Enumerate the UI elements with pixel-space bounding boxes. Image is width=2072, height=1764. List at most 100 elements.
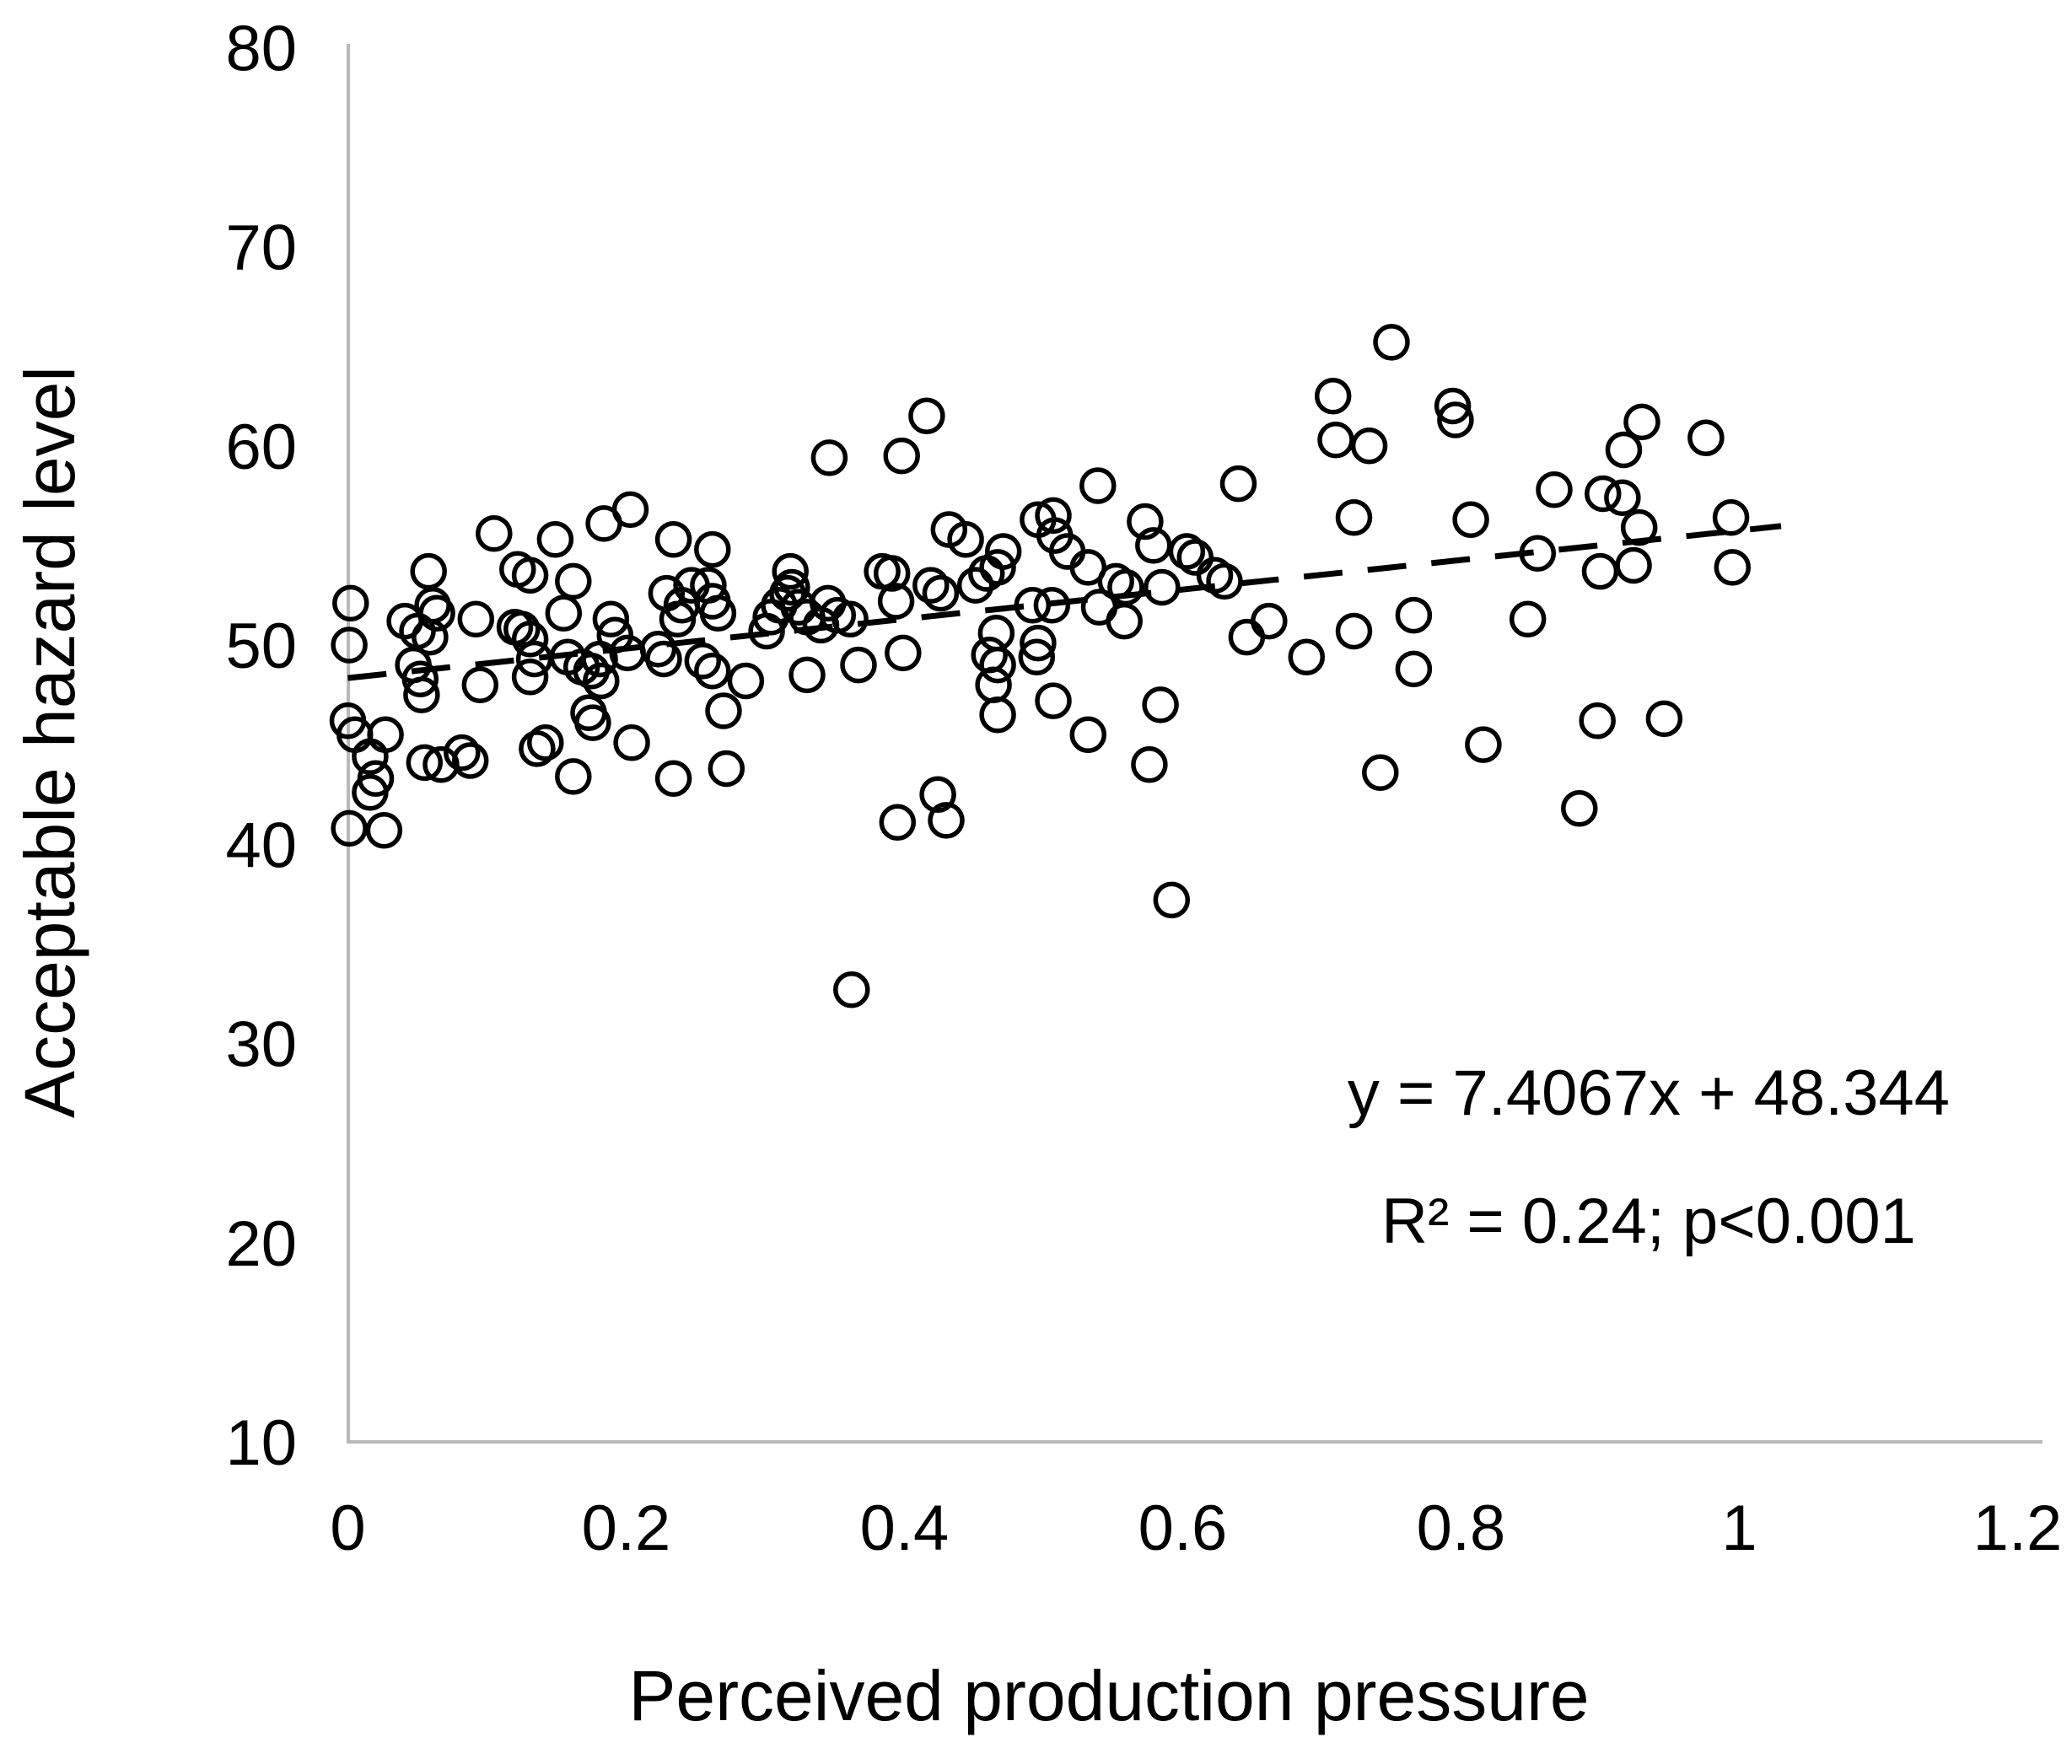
- data-point: [1142, 686, 1179, 723]
- data-point: [555, 758, 592, 795]
- data-point: [511, 557, 549, 594]
- data-point: [694, 652, 731, 690]
- data-point: [1228, 618, 1266, 656]
- data-point: [1014, 587, 1052, 624]
- data-point: [611, 491, 649, 529]
- data-point: [1373, 324, 1410, 361]
- data-point: [727, 662, 765, 700]
- data-point: [457, 600, 495, 638]
- data-point: [1251, 602, 1288, 640]
- x-tick-label: 0.4: [860, 1492, 950, 1564]
- data-point: [1581, 552, 1619, 590]
- data-point: [885, 634, 922, 672]
- data-point: [1317, 421, 1354, 459]
- data-point: [1623, 403, 1660, 441]
- data-point: [840, 646, 877, 684]
- data-point: [708, 750, 745, 788]
- data-point: [877, 583, 915, 620]
- data-point: [1362, 754, 1399, 791]
- data-point: [659, 600, 697, 638]
- data-point: [1106, 602, 1143, 640]
- data-point: [365, 811, 403, 849]
- x-tick-label: 1: [1721, 1492, 1757, 1564]
- data-point: [1645, 700, 1683, 738]
- data-point: [395, 646, 432, 684]
- data-point: [1452, 501, 1489, 538]
- data-point: [1536, 471, 1573, 508]
- data-point: [748, 612, 785, 650]
- data-point: [1434, 387, 1472, 425]
- data-point: [1288, 638, 1326, 675]
- data-point: [912, 567, 950, 604]
- data-point: [1035, 682, 1072, 719]
- y-tick-label: 70: [225, 212, 297, 284]
- y-tick-label: 20: [225, 1208, 297, 1280]
- data-point: [367, 716, 404, 754]
- data-point: [1135, 527, 1172, 564]
- data-point: [1687, 419, 1725, 457]
- data-point: [412, 618, 449, 656]
- data-point: [1509, 600, 1547, 638]
- data-point: [1020, 624, 1057, 662]
- data-point: [451, 742, 489, 779]
- data-point: [1395, 596, 1433, 634]
- data-point: [527, 724, 564, 761]
- data-points: [329, 324, 1752, 1008]
- data-point: [654, 760, 692, 798]
- data-point: [699, 594, 737, 632]
- data-point: [919, 776, 956, 813]
- data-point: [883, 437, 920, 475]
- data-point: [503, 610, 541, 648]
- data-point: [1335, 612, 1373, 650]
- data-point: [1035, 497, 1072, 535]
- data-point: [1605, 431, 1643, 469]
- data-point: [975, 666, 1012, 704]
- data-point: [444, 734, 481, 772]
- data-point: [984, 533, 1022, 570]
- y-tick-label: 60: [225, 411, 297, 483]
- data-point: [928, 802, 965, 839]
- data-point: [545, 594, 583, 632]
- data-point: [705, 692, 742, 729]
- y-tick-label: 10: [225, 1407, 297, 1479]
- data-point: [1350, 428, 1388, 465]
- data-point: [773, 568, 810, 606]
- data-point: [1069, 716, 1107, 754]
- data-point: [511, 659, 549, 696]
- data-point: [947, 521, 984, 558]
- data-point: [810, 439, 848, 476]
- data-point: [511, 621, 549, 658]
- data-point: [1712, 499, 1750, 536]
- data-point: [694, 530, 731, 568]
- data-point: [1335, 499, 1373, 536]
- annotation-r-squared: R² = 0.24; p<0.001: [1381, 1186, 1916, 1257]
- data-point: [1153, 881, 1191, 919]
- data-point: [1561, 789, 1598, 827]
- data-point: [406, 744, 444, 782]
- y-tick-label: 40: [225, 809, 297, 881]
- data-point: [645, 640, 682, 678]
- x-tick-label: 0.2: [582, 1492, 671, 1564]
- data-point: [788, 656, 826, 694]
- data-point: [979, 549, 1016, 586]
- x-axis-title: Perceived production pressure: [628, 1656, 1589, 1735]
- data-point: [956, 567, 994, 604]
- y-tick-label: 30: [225, 1009, 297, 1081]
- data-point: [332, 584, 369, 622]
- data-point: [1131, 746, 1168, 783]
- data-point: [1144, 568, 1181, 606]
- data-point: [1176, 539, 1214, 576]
- data-point: [1206, 562, 1243, 600]
- data-point: [1579, 702, 1616, 739]
- data-point: [410, 552, 447, 590]
- data-point: [1620, 508, 1658, 546]
- data-point: [977, 615, 1015, 652]
- data-point: [331, 809, 368, 847]
- x-tick-label: 0.6: [1138, 1492, 1228, 1564]
- data-point: [352, 774, 389, 811]
- data-point: [592, 600, 630, 638]
- data-point: [684, 643, 722, 680]
- x-tick-label: 0: [330, 1492, 365, 1564]
